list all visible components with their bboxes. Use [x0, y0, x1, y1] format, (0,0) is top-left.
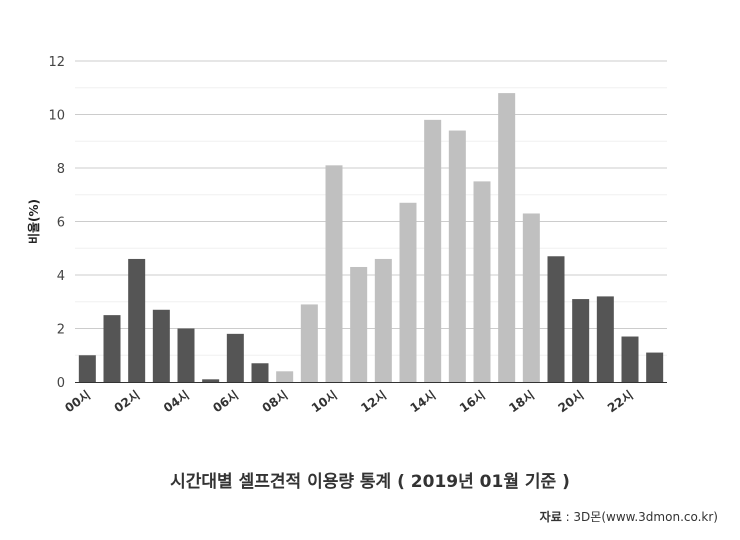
bar-06시 [226, 333, 244, 382]
bar-19시 [547, 256, 565, 382]
y-tick-label: 8 [57, 162, 65, 177]
bar-20시 [572, 299, 590, 382]
bar-04시 [177, 328, 195, 382]
x-tick-label: 02시 [112, 388, 143, 415]
source-note: 자료 : 3D몬(www.3dmon.co.kr) [540, 508, 718, 525]
bar-12시 [374, 258, 392, 382]
x-tick-label: 20시 [556, 388, 587, 415]
bar-03시 [152, 309, 170, 382]
y-tick-label: 12 [48, 55, 65, 70]
bars [78, 93, 664, 383]
bar-13시 [399, 202, 417, 382]
bar-01시 [103, 315, 121, 383]
source-separator: : [561, 510, 574, 524]
y-axis-ticks: 0 2 4 6 8 10 12 [48, 55, 65, 391]
x-tick-label: 04시 [161, 388, 192, 415]
bar-00시 [78, 355, 96, 382]
bar-17시 [498, 93, 516, 382]
bar-02시 [128, 258, 146, 382]
bar-07시 [251, 363, 269, 382]
bar-23시 [646, 352, 664, 382]
bar-05시 [202, 379, 220, 382]
bar-21시 [596, 296, 614, 382]
y-axis-label: 비율(%) [26, 199, 41, 244]
x-tick-label: 12시 [358, 388, 389, 415]
y-tick-label: 0 [57, 376, 65, 391]
x-tick-label: 22시 [605, 388, 636, 415]
source-text: 3D몬(www.3dmon.co.kr) [573, 510, 718, 524]
bar-22시 [621, 336, 639, 382]
bar-11시 [350, 266, 368, 382]
y-tick-label: 10 [48, 109, 65, 124]
bar-14시 [424, 119, 442, 382]
x-tick-label: 18시 [506, 388, 537, 415]
x-tick-label: 00시 [62, 388, 93, 415]
x-tick-label: 14시 [408, 388, 439, 415]
grid [75, 60, 667, 356]
y-tick-label: 2 [57, 323, 65, 338]
bar-16시 [473, 181, 491, 383]
x-tick-label: 06시 [210, 388, 241, 415]
x-axis-ticks: 00시 02시 04시 06시 08시 10시 12시 14시 16시 18시 20시 22시 [62, 388, 635, 415]
y-tick-label: 4 [57, 269, 65, 284]
x-tick-label: 08시 [260, 388, 291, 415]
chart-title: 시간대별 셀프견적 이용량 통계 ( 2019년 01월 기준 ) [170, 472, 570, 492]
bar-15시 [448, 130, 466, 382]
bar-10시 [325, 165, 343, 382]
x-tick-label: 16시 [457, 388, 488, 415]
bar-08시 [276, 371, 294, 382]
bar-18시 [522, 213, 540, 382]
source-label: 자료 [539, 510, 562, 524]
x-tick-label: 10시 [309, 388, 340, 415]
bar-09시 [300, 304, 318, 382]
y-tick-label: 6 [57, 216, 65, 231]
